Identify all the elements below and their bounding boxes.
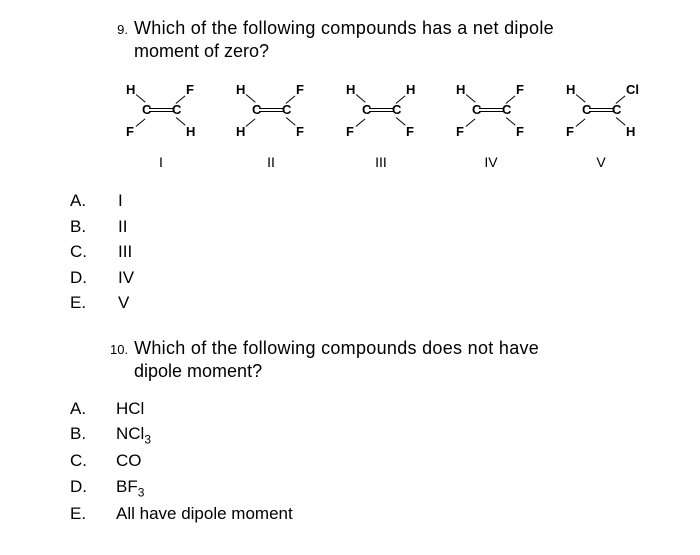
- double-bond-icon: [259, 108, 283, 112]
- choice-text: IV: [118, 265, 134, 291]
- choice-row: A. I: [70, 188, 660, 214]
- bond-icon: [576, 118, 586, 127]
- double-bond-icon: [149, 108, 173, 112]
- q9-text-2: moment of zero?: [134, 41, 660, 62]
- bond-icon: [356, 94, 366, 103]
- structure-label: II: [230, 154, 312, 170]
- sub-br: F: [406, 124, 414, 139]
- choice-letter: D.: [70, 474, 90, 501]
- choice-row: D. BF3: [70, 474, 660, 501]
- bond-icon: [506, 117, 516, 126]
- choice-text: BF3: [116, 474, 144, 501]
- bond-icon: [616, 117, 626, 126]
- sub-tl: H: [566, 82, 575, 97]
- q9-number: 9.: [110, 22, 128, 37]
- choice-text: CO: [116, 448, 142, 474]
- sub-bl: F: [126, 124, 134, 139]
- structure-label: I: [120, 154, 202, 170]
- choice-letter: E.: [70, 501, 90, 527]
- choice-text: II: [118, 214, 127, 240]
- sub-br: H: [186, 124, 195, 139]
- structure-label: V: [560, 154, 642, 170]
- page: 9. Which of the following compounds has …: [0, 0, 700, 527]
- q9-choices: A. I B. II C. III D. IV E. V: [70, 188, 660, 316]
- sub-bl: F: [346, 124, 354, 139]
- sub-tl: H: [126, 82, 135, 97]
- bond-icon: [286, 117, 296, 126]
- sub-tr: H: [406, 82, 415, 97]
- carbon-atom: C: [612, 102, 621, 117]
- q9-text-1: Which of the following compounds has a n…: [134, 18, 554, 39]
- structure-label: III: [340, 154, 422, 170]
- choice-letter: D.: [70, 265, 90, 291]
- sub-br: H: [626, 124, 635, 139]
- choice-letter: E.: [70, 290, 90, 316]
- q10-number: 10.: [110, 342, 128, 357]
- sub-tr: Cl: [626, 82, 639, 97]
- choice-row: B. II: [70, 214, 660, 240]
- carbon-atom: C: [392, 102, 401, 117]
- sub-br: F: [296, 124, 304, 139]
- carbon-atom: C: [502, 102, 511, 117]
- choice-row: E. V: [70, 290, 660, 316]
- sub-bl: F: [566, 124, 574, 139]
- choice-row: C. III: [70, 239, 660, 265]
- choice-text: NCl3: [116, 421, 151, 448]
- sub-tr: F: [186, 82, 194, 97]
- structure: CCHFFH: [120, 80, 202, 150]
- structure-label: IV: [450, 154, 532, 170]
- sub-br: F: [516, 124, 524, 139]
- bond-icon: [466, 118, 476, 127]
- sub-bl: H: [236, 124, 245, 139]
- bond-icon: [466, 94, 476, 103]
- choice-letter: C.: [70, 239, 90, 265]
- carbon-atom: C: [172, 102, 181, 117]
- choice-text: III: [118, 239, 132, 265]
- sub-bl: F: [456, 124, 464, 139]
- bond-icon: [136, 118, 146, 127]
- q10-text-1: Which of the following compounds does no…: [134, 338, 539, 359]
- choice-letter: A.: [70, 188, 90, 214]
- sub-tr: F: [296, 82, 304, 97]
- q9-line1: 9. Which of the following compounds has …: [110, 18, 660, 39]
- choice-text: V: [118, 290, 129, 316]
- choice-row: B. NCl3: [70, 421, 660, 448]
- bond-icon: [246, 94, 256, 103]
- sub-tl: H: [346, 82, 355, 97]
- choice-letter: A.: [70, 396, 90, 422]
- q10-choices: A. HCl B. NCl3 C. CO D. BF3 E. All have dipole mo…: [70, 396, 660, 527]
- choice-text: HCl: [116, 396, 144, 422]
- sub-tr: F: [516, 82, 524, 97]
- structure: CCHHFF: [340, 80, 422, 150]
- sub-tl: H: [236, 82, 245, 97]
- bond-icon: [136, 94, 146, 103]
- choice-text: All have dipole moment: [116, 501, 293, 527]
- q10-line1: 10. Which of the following compounds doe…: [110, 338, 660, 359]
- choice-letter: B.: [70, 421, 90, 448]
- bond-icon: [396, 117, 406, 126]
- choice-row: C. CO: [70, 448, 660, 474]
- choice-row: D. IV: [70, 265, 660, 291]
- structure: CCHFFF: [450, 80, 532, 150]
- sub-tl: H: [456, 82, 465, 97]
- bond-icon: [576, 94, 586, 103]
- double-bond-icon: [589, 108, 613, 112]
- double-bond-icon: [479, 108, 503, 112]
- bond-icon: [356, 118, 366, 127]
- choice-letter: B.: [70, 214, 90, 240]
- q10-text-2: dipole moment?: [134, 361, 660, 382]
- bond-icon: [246, 118, 256, 127]
- bond-icon: [176, 117, 186, 126]
- structure-labels: IIIIIIIVV: [120, 154, 660, 170]
- carbon-atom: C: [282, 102, 291, 117]
- choice-letter: C.: [70, 448, 90, 474]
- choice-row: E. All have dipole moment: [70, 501, 660, 527]
- choice-text: I: [118, 188, 123, 214]
- structure: CCHClFH: [560, 80, 642, 150]
- choice-row: A. HCl: [70, 396, 660, 422]
- double-bond-icon: [369, 108, 393, 112]
- structure: CCHFHF: [230, 80, 312, 150]
- structures-row: CCHFFHCCHFHFCCHHFFCCHFFFCCHClFH: [120, 80, 660, 150]
